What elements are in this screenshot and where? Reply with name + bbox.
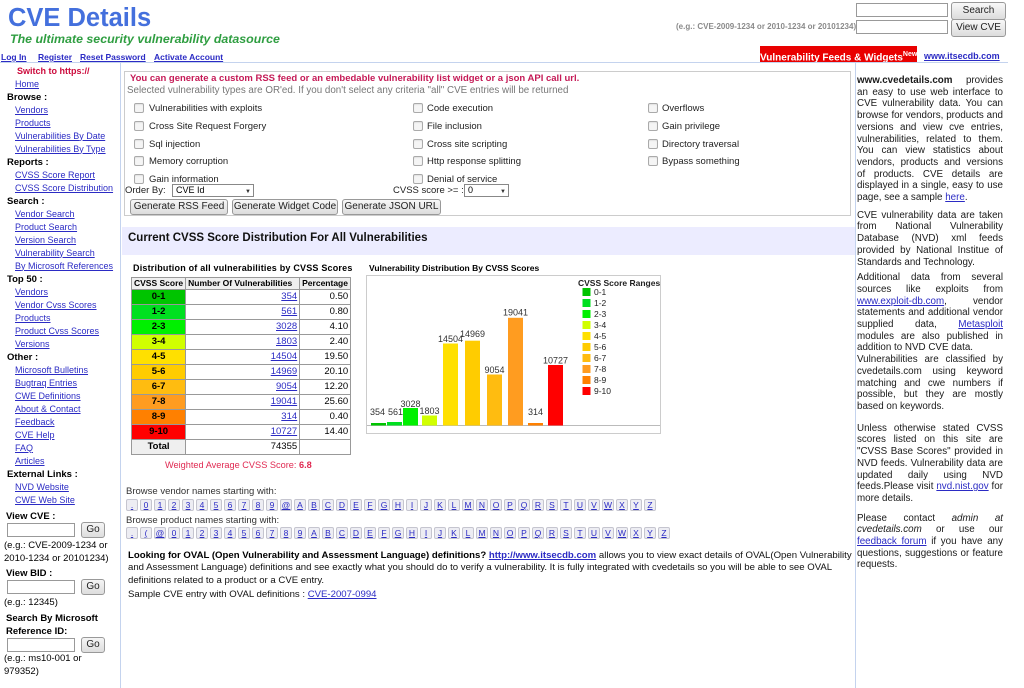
svg-text:2-3: 2-3 (594, 309, 607, 319)
svg-text:1-2: 1-2 (594, 298, 607, 308)
svg-text:561: 561 (388, 407, 403, 417)
svg-text:3-4: 3-4 (594, 320, 607, 330)
svg-text:14504: 14504 (438, 334, 463, 344)
svg-text:19041: 19041 (503, 308, 528, 318)
svg-text:7-8: 7-8 (594, 364, 607, 374)
svg-text:CVSS Score Ranges: CVSS Score Ranges (578, 278, 660, 288)
svg-text:10727: 10727 (543, 356, 568, 366)
svg-text:354: 354 (370, 407, 385, 417)
svg-text:1803: 1803 (419, 406, 439, 416)
svg-text:6-7: 6-7 (594, 353, 607, 363)
svg-text:4-5: 4-5 (594, 331, 607, 341)
svg-text:9054: 9054 (484, 365, 504, 375)
svg-text:14969: 14969 (460, 329, 485, 339)
svg-text:314: 314 (528, 407, 543, 417)
svg-text:8-9: 8-9 (594, 375, 607, 385)
svg-text:0-1: 0-1 (594, 287, 607, 297)
svg-text:9-10: 9-10 (594, 386, 611, 396)
svg-text:5-6: 5-6 (594, 342, 607, 352)
svg-text:3028: 3028 (400, 399, 420, 409)
